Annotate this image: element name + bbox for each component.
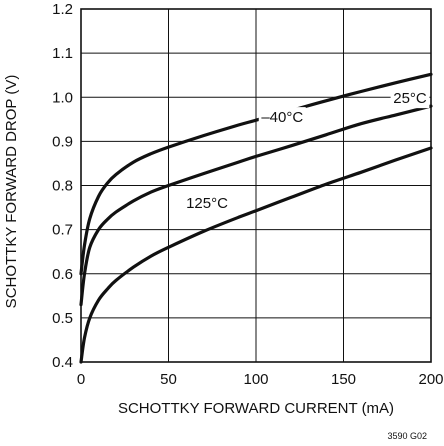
y-tick-label: 1.1 (52, 45, 73, 62)
y-tick-label: 0.5 (52, 310, 73, 327)
y-tick-labels: 0.4 0.5 0.6 0.7 0.8 0.9 1.0 1.1 1.2 (52, 1, 73, 371)
label-backdrop (390, 88, 430, 109)
x-tick-label: 150 (331, 371, 356, 388)
y-tick-label: 0.6 (52, 266, 73, 283)
x-tick-label: 0 (77, 371, 85, 388)
curve-labels: –40°C 25°C 125°C (183, 88, 430, 214)
x-axis-label: SCHOTTKY FORWARD CURRENT (mA) (118, 400, 394, 417)
label-backdrop (258, 107, 306, 128)
curve-minus-40c (79, 72, 433, 276)
label-backdrop (183, 193, 231, 214)
curves (79, 72, 433, 364)
x-tick-label: 200 (418, 371, 443, 388)
plot-frame (80, 8, 432, 363)
curve-125c (79, 146, 433, 364)
y-tick-label: 1.2 (52, 1, 73, 18)
label-125c: 125°C (186, 195, 228, 212)
y-tick-label: 0.8 (52, 178, 73, 195)
x-tick-labels: 0 50 100 150 200 (77, 371, 444, 388)
figure-code: 3590 G02 (387, 431, 427, 441)
y-tick-label: 0.4 (52, 354, 73, 371)
curve-25c (79, 104, 433, 307)
y-axis-label: SCHOTTKY FORWARD DROP (V) (3, 75, 20, 309)
y-tick-label: 1.0 (52, 89, 73, 106)
y-tick-label: 0.7 (52, 222, 73, 239)
x-tick-label: 100 (243, 371, 268, 388)
grid-lines (81, 9, 431, 362)
label-minus-40c: –40°C (261, 109, 303, 126)
label-25c: 25°C (393, 90, 427, 107)
y-tick-label: 0.9 (52, 133, 73, 150)
x-tick-label: 50 (160, 371, 177, 388)
